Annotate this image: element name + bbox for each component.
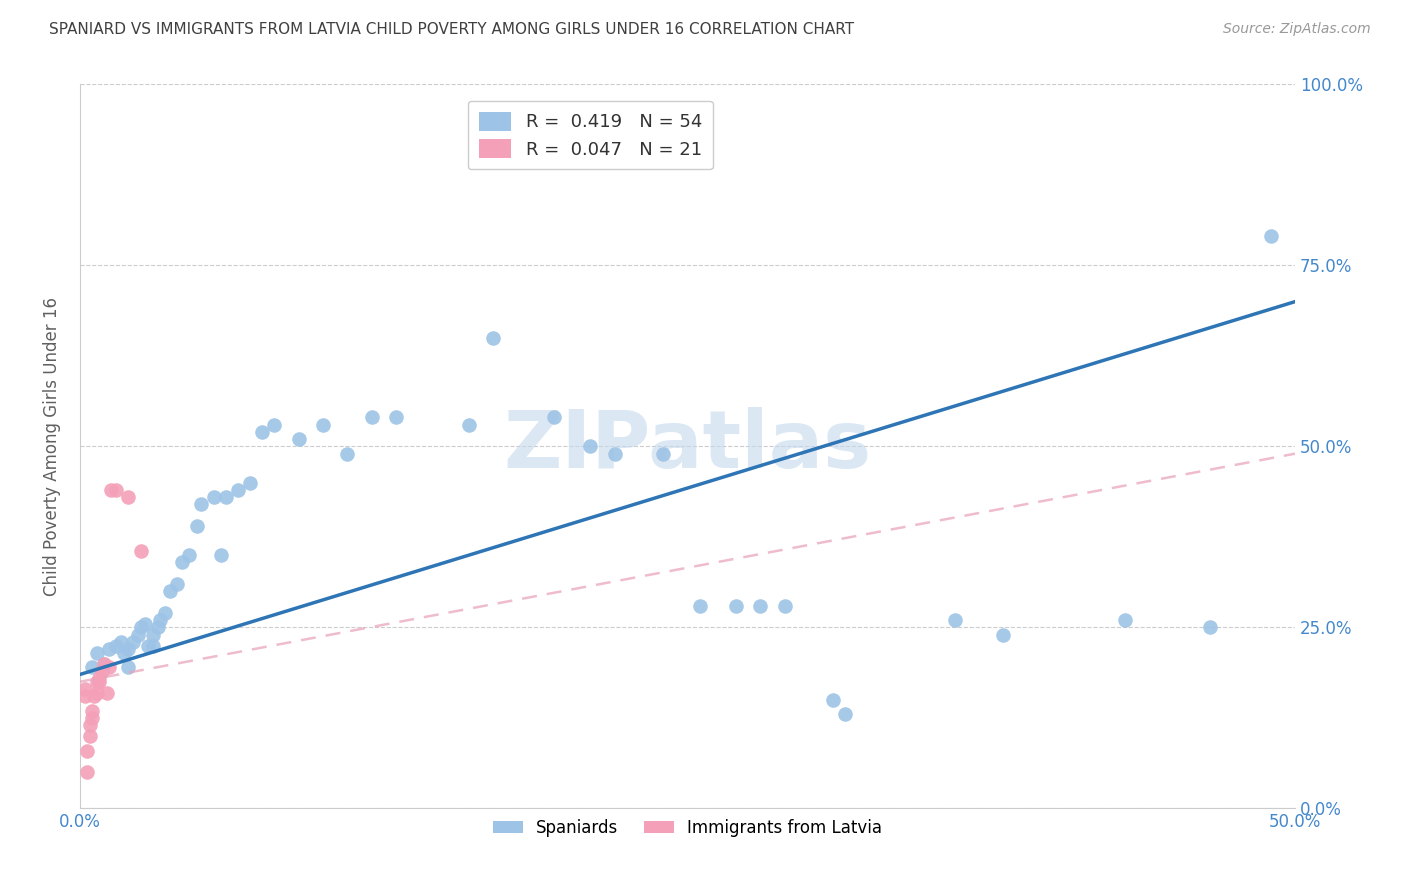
Point bbox=[96, 685, 118, 699]
Text: Source: ZipAtlas.com: Source: ZipAtlas.com bbox=[1223, 22, 1371, 37]
Text: SPANIARD VS IMMIGRANTS FROM LATVIA CHILD POVERTY AMONG GIRLS UNDER 16 CORRELATIO: SPANIARD VS IMMIGRANTS FROM LATVIA CHILD… bbox=[49, 22, 855, 37]
Point bbox=[80, 704, 103, 718]
Point bbox=[239, 475, 262, 490]
Point bbox=[209, 548, 232, 562]
Y-axis label: Child Poverty Among Girls Under 16: Child Poverty Among Girls Under 16 bbox=[44, 297, 60, 596]
Point bbox=[263, 417, 285, 432]
Point bbox=[166, 577, 188, 591]
Point bbox=[250, 425, 273, 439]
Point bbox=[312, 417, 335, 432]
Point bbox=[579, 439, 602, 453]
Point bbox=[689, 599, 711, 613]
Point bbox=[100, 483, 122, 497]
Point bbox=[749, 599, 772, 613]
Point bbox=[153, 606, 176, 620]
Point bbox=[89, 671, 111, 685]
Point bbox=[725, 599, 748, 613]
Point bbox=[159, 584, 181, 599]
Point bbox=[79, 718, 101, 732]
Point bbox=[73, 690, 96, 704]
Point bbox=[86, 685, 108, 699]
Point bbox=[117, 642, 139, 657]
Point bbox=[110, 635, 132, 649]
Point bbox=[385, 410, 408, 425]
Point bbox=[993, 628, 1015, 642]
Point bbox=[79, 729, 101, 743]
Point bbox=[73, 681, 96, 696]
Point bbox=[83, 690, 105, 704]
Point bbox=[149, 613, 172, 627]
Point bbox=[652, 447, 675, 461]
Point bbox=[603, 447, 626, 461]
Point bbox=[142, 639, 165, 653]
Point bbox=[105, 483, 128, 497]
Point bbox=[943, 613, 966, 627]
Point bbox=[80, 711, 103, 725]
Point bbox=[1199, 620, 1222, 634]
Point bbox=[127, 628, 149, 642]
Point bbox=[823, 693, 845, 707]
Point bbox=[98, 642, 121, 657]
Point bbox=[86, 674, 108, 689]
Point bbox=[146, 620, 169, 634]
Point bbox=[834, 707, 856, 722]
Point bbox=[1114, 613, 1136, 627]
Point bbox=[170, 555, 193, 569]
Point bbox=[1260, 229, 1282, 244]
Point bbox=[543, 410, 565, 425]
Point bbox=[122, 635, 145, 649]
Point bbox=[134, 616, 156, 631]
Legend: Spaniards, Immigrants from Latvia: Spaniards, Immigrants from Latvia bbox=[486, 813, 889, 844]
Point bbox=[93, 657, 115, 671]
Point bbox=[336, 447, 359, 461]
Point bbox=[98, 660, 121, 674]
Point bbox=[457, 417, 479, 432]
Point bbox=[76, 743, 98, 757]
Point bbox=[482, 331, 505, 345]
Point bbox=[179, 548, 201, 562]
Point bbox=[136, 639, 159, 653]
Point bbox=[117, 490, 139, 504]
Point bbox=[202, 490, 225, 504]
Point bbox=[93, 657, 115, 671]
Point bbox=[129, 620, 152, 634]
Point bbox=[215, 490, 238, 504]
Point bbox=[89, 674, 111, 689]
Point bbox=[80, 660, 103, 674]
Point bbox=[112, 646, 135, 660]
Point bbox=[773, 599, 796, 613]
Point bbox=[190, 497, 212, 511]
Text: ZIPatlas: ZIPatlas bbox=[503, 408, 872, 485]
Point bbox=[186, 519, 208, 533]
Point bbox=[226, 483, 249, 497]
Point bbox=[117, 660, 139, 674]
Point bbox=[142, 628, 165, 642]
Point bbox=[105, 639, 128, 653]
Point bbox=[360, 410, 382, 425]
Point bbox=[90, 664, 112, 678]
Point bbox=[287, 432, 309, 446]
Point bbox=[76, 765, 98, 780]
Point bbox=[86, 646, 108, 660]
Point bbox=[129, 544, 152, 558]
